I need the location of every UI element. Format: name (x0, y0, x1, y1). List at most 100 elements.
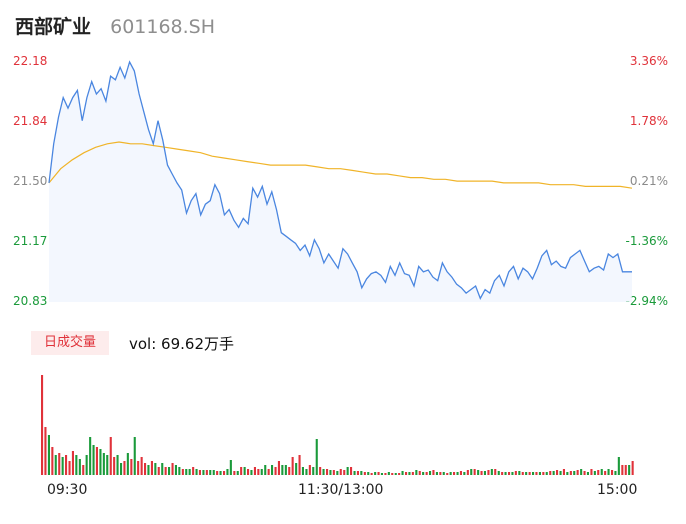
volume-bar (144, 463, 147, 475)
time-tick-open: 09:30 (47, 482, 88, 498)
volume-bar (171, 463, 174, 475)
volume-bar (556, 470, 559, 475)
volume-bar (374, 472, 377, 475)
volume-bar (75, 455, 78, 475)
pct-tick-0: 3.36% (629, 54, 668, 68)
volume-bar (356, 471, 359, 475)
volume-bar (508, 472, 511, 475)
volume-bar (236, 471, 239, 475)
volume-bar (394, 473, 397, 475)
volume-bar (360, 471, 363, 475)
volume-bar (367, 472, 370, 475)
volume-bar (102, 453, 105, 475)
volume-bar (559, 471, 562, 475)
volume-bar (380, 473, 383, 475)
volume-bar (301, 467, 304, 475)
volume-bar (202, 470, 205, 475)
volume-bar (504, 472, 507, 475)
price-tick-4: 20.83 (13, 294, 48, 308)
volume-bar (140, 457, 143, 475)
volume-bar (446, 473, 449, 475)
volume-bar (535, 472, 538, 475)
volume-bar (401, 471, 404, 475)
volume-bar (223, 471, 226, 475)
volume-bar (473, 469, 476, 475)
volume-bar (267, 469, 270, 475)
volume-bar (432, 470, 435, 475)
volume-bar (483, 471, 486, 475)
volume-bar (198, 470, 201, 475)
volume-bar (212, 470, 215, 475)
volume-bar (271, 465, 274, 475)
pct-tick-4: -2.94% (625, 294, 668, 308)
volume-bar (291, 457, 294, 475)
volume-bar (350, 467, 353, 475)
volume-bar (54, 455, 57, 475)
volume-bar (480, 471, 483, 475)
volume-bar (377, 472, 380, 475)
volume-bar (106, 455, 109, 475)
volume-bar (65, 455, 68, 475)
volume-bar (243, 467, 246, 475)
volume-bar (532, 472, 535, 475)
volume-bar (501, 472, 504, 475)
volume-bar (439, 472, 442, 475)
stock-code: 601168.SH (110, 16, 216, 38)
volume-bar (415, 470, 418, 475)
volume-bar (398, 473, 401, 475)
volume-bar (329, 470, 332, 475)
volume-bar (284, 465, 287, 475)
volume-bar (542, 472, 545, 475)
volume-bar (604, 471, 607, 475)
volume-bar (150, 461, 153, 475)
volume-bar (586, 472, 589, 475)
volume-bar (82, 465, 85, 475)
volume-bar (192, 467, 195, 475)
volume-bar (154, 463, 157, 475)
volume-bar (583, 471, 586, 475)
volume-bar (580, 469, 583, 475)
volume-bar (123, 461, 126, 475)
price-area (49, 62, 632, 302)
volume-bar (343, 470, 346, 475)
volume-bar (116, 455, 119, 475)
volume-bar (312, 467, 315, 475)
volume-bar (58, 453, 61, 475)
volume-bar (133, 437, 136, 475)
stock-name: 西部矿业 (15, 16, 92, 38)
pct-tick-2: 0.21% (629, 174, 668, 188)
volume-bar (576, 470, 579, 475)
volume-bar (260, 469, 263, 475)
volume-bar (126, 453, 129, 475)
volume-bar (253, 467, 256, 475)
volume-bar (494, 469, 497, 475)
volume-bar (185, 469, 188, 475)
volume-bar (590, 469, 593, 475)
volume-bar (68, 461, 71, 475)
volume-bar (631, 461, 634, 475)
volume-bar (240, 467, 243, 475)
volume-bar (274, 467, 277, 475)
volume-bar (336, 471, 339, 475)
volume-bar (514, 471, 517, 475)
volume-bar (288, 467, 291, 475)
volume-bar (147, 465, 150, 475)
volume-bar (322, 469, 325, 475)
volume-bar (332, 470, 335, 475)
volume-bar (525, 472, 528, 475)
volume-tab[interactable]: 日成交量 (31, 331, 109, 355)
volume-bar (99, 449, 102, 475)
volume-bar (109, 437, 112, 475)
volume-bar (181, 469, 184, 475)
volume-bar (611, 470, 614, 475)
volume-bar (164, 467, 167, 475)
volume-bar (477, 470, 480, 475)
volume-bar (408, 472, 411, 475)
pct-tick-3: -1.36% (625, 234, 668, 248)
price-line (48, 60, 632, 300)
volume-bar (422, 472, 425, 475)
volume-bar (442, 472, 445, 475)
volume-bar (137, 461, 140, 475)
stock-title: 西部矿业 601168.SH (15, 12, 215, 42)
volume-bar (391, 473, 394, 475)
